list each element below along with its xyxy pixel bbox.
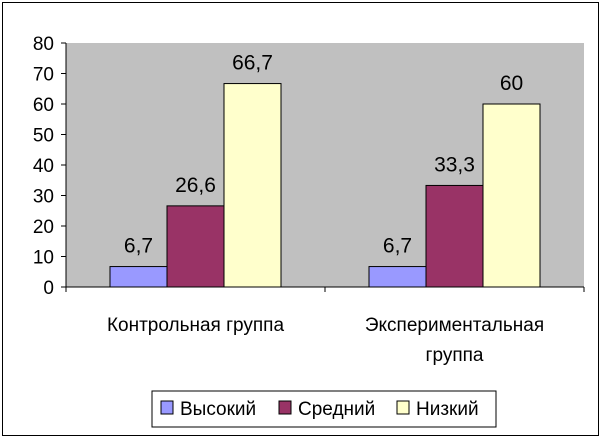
- category-label: Контрольная группа: [107, 315, 285, 336]
- data-label: 33,3: [434, 153, 475, 176]
- legend: Высокий Средний Низкий: [151, 390, 497, 428]
- y-tick-label: 60: [33, 95, 54, 116]
- y-tick-label: 80: [33, 34, 54, 55]
- legend-swatch: [396, 400, 410, 415]
- y-tick-label: 70: [33, 65, 54, 86]
- legend-box: [151, 390, 497, 428]
- y-tick-label: 50: [33, 126, 54, 147]
- legend-swatch: [278, 400, 292, 415]
- data-label: 66,7: [232, 52, 273, 75]
- y-tick-label: 30: [33, 187, 54, 208]
- data-label: 6,7: [383, 235, 412, 258]
- legend-swatch: [160, 400, 174, 415]
- bar-Низкий: [223, 83, 282, 288]
- category-label: Экспериментальная: [365, 315, 544, 336]
- bar-Высокий: [109, 266, 168, 288]
- bar-Средний: [425, 184, 484, 288]
- bar-Высокий: [368, 266, 427, 288]
- y-tick-label: 40: [33, 156, 54, 177]
- y-tick-label: 0: [43, 278, 54, 299]
- y-tick-label: 10: [33, 248, 54, 269]
- legend-label: Высокий: [180, 399, 256, 420]
- data-label: 60: [500, 72, 523, 95]
- bar-Средний: [166, 205, 225, 288]
- legend-label: Низкий: [416, 399, 479, 420]
- bar-Низкий: [482, 103, 541, 288]
- legend-label: Средний: [298, 399, 375, 420]
- y-tick-label: 20: [33, 217, 54, 238]
- data-label: 6,7: [124, 235, 153, 258]
- category-label: группа: [426, 345, 484, 366]
- x-axis-labels: Контрольная группа Экспериментальная групп…: [107, 315, 544, 366]
- data-label: 26,6: [175, 174, 216, 197]
- bars: 6,7 26,6 66,7 6,7 33,3 60: [109, 52, 541, 288]
